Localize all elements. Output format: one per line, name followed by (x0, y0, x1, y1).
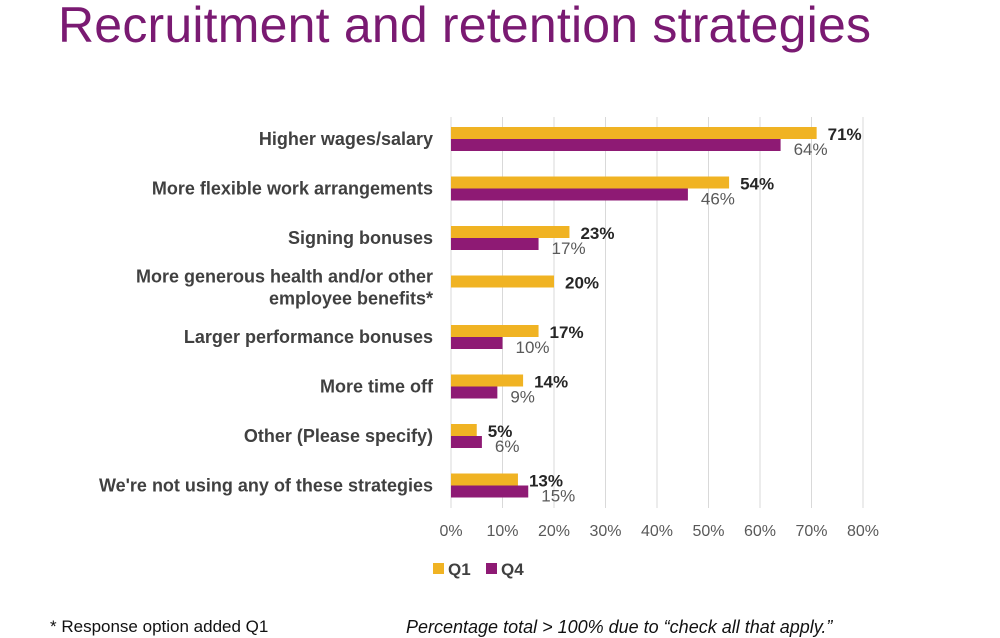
category-label: Signing bonuses (288, 228, 433, 248)
q4-bar (451, 238, 539, 250)
q1-bar (451, 226, 570, 238)
q1-data-label: 17% (550, 323, 584, 342)
page-title: Recruitment and retention strategies (58, 0, 872, 53)
category-label: employee benefits* (269, 289, 433, 309)
q4-data-label: 15% (541, 487, 575, 506)
q1-data-label: 14% (534, 373, 568, 392)
category-label: We're not using any of these strategies (99, 476, 433, 496)
q4-data-label: 9% (510, 388, 535, 407)
category-label: Larger performance bonuses (184, 327, 433, 347)
x-tick-label: 50% (692, 523, 724, 540)
q4-bar (451, 436, 482, 448)
q4-bar (451, 337, 503, 349)
q1-data-label: 5% (488, 422, 513, 441)
q4-bar (451, 188, 688, 201)
q1-data-label: 71% (828, 125, 862, 144)
footnote-percentage-total: Percentage total > 100% due to “check al… (406, 617, 833, 637)
legend-label: Q4 (501, 560, 524, 579)
x-tick-label: 30% (589, 523, 621, 540)
q4-bar (451, 485, 529, 498)
q1-bar (451, 127, 817, 139)
legend-swatch (433, 563, 444, 574)
category-label: Higher wages/salary (259, 129, 433, 149)
q4-bar (451, 139, 781, 151)
q4-bar (451, 386, 498, 399)
q4-data-label: 6% (495, 437, 520, 456)
q4-data-label: 17% (552, 239, 586, 258)
category-label: More time off (320, 377, 434, 397)
legend-swatch (486, 563, 497, 574)
x-tick-label: 20% (538, 523, 570, 540)
q1-bar (451, 176, 730, 189)
legend-label: Q1 (448, 560, 471, 579)
q1-bar (451, 424, 477, 436)
q1-data-label: 23% (580, 224, 614, 243)
q1-bar (451, 473, 518, 486)
q1-bar (451, 374, 524, 387)
q1-bar (451, 275, 554, 288)
x-tick-label: 0% (439, 523, 462, 540)
q1-bar (451, 325, 539, 337)
category-label: More flexible work arrangements (152, 179, 433, 199)
q4-data-label: 64% (794, 140, 828, 159)
q1-data-label: 20% (565, 274, 599, 293)
x-tick-label: 40% (641, 523, 673, 540)
category-label: Other (Please specify) (244, 426, 433, 446)
x-tick-label: 70% (795, 523, 827, 540)
x-tick-label: 10% (486, 523, 518, 540)
x-tick-label: 80% (847, 523, 879, 540)
q4-data-label: 46% (701, 190, 735, 209)
x-tick-label: 60% (744, 523, 776, 540)
footnote-response-option: * Response option added Q1 (50, 617, 269, 636)
q1-data-label: 13% (529, 472, 563, 491)
category-label: More generous health and/or other (136, 267, 433, 287)
q4-data-label: 10% (516, 338, 550, 357)
q1-data-label: 54% (740, 175, 774, 194)
